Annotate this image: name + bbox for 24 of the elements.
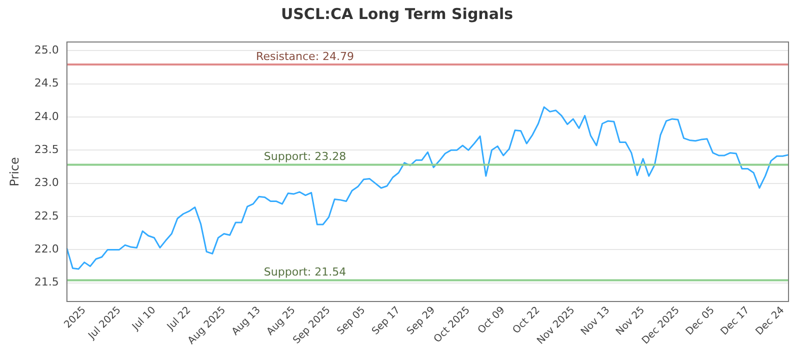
y-tick-label: 22.5 [34,209,59,222]
x-tick-label: Dec 24 [754,304,787,338]
x-tick-label: Dec 17 [719,304,752,338]
ref-line-label: Resistance: 24.79 [256,50,354,63]
x-tick-label: Oct 22 [510,304,542,336]
y-tick-label: 24.5 [34,76,59,90]
x-tick-label: Jul 10 [130,304,158,334]
ref-line-label: Support: 23.28 [264,150,346,164]
chart-title: USCL:CA Long Term Signals [280,4,514,23]
y-tick-label: 22.0 [34,242,59,256]
x-tick-label: Dec 05 [684,304,717,338]
ref-line-label: Support: 21.54 [264,266,346,279]
x-tick-label: Aug 13 [230,304,263,338]
y-axis-title: Price [7,157,22,186]
y-tick-label: 23.0 [34,176,59,190]
x-tick-label: Sep 17 [370,304,403,338]
y-tick-label: 25.0 [34,43,59,56]
y-tick-label: 21.5 [34,276,59,289]
y-tick-label: 23.5 [34,143,59,156]
x-tick-label: Nov 13 [579,304,612,338]
y-tick-label: 24.0 [34,110,59,123]
x-tick-label: Jul 22 [164,304,194,334]
x-tick-label: Oct 09 [476,304,508,336]
x-tick-label: Sep 05 [335,304,368,338]
